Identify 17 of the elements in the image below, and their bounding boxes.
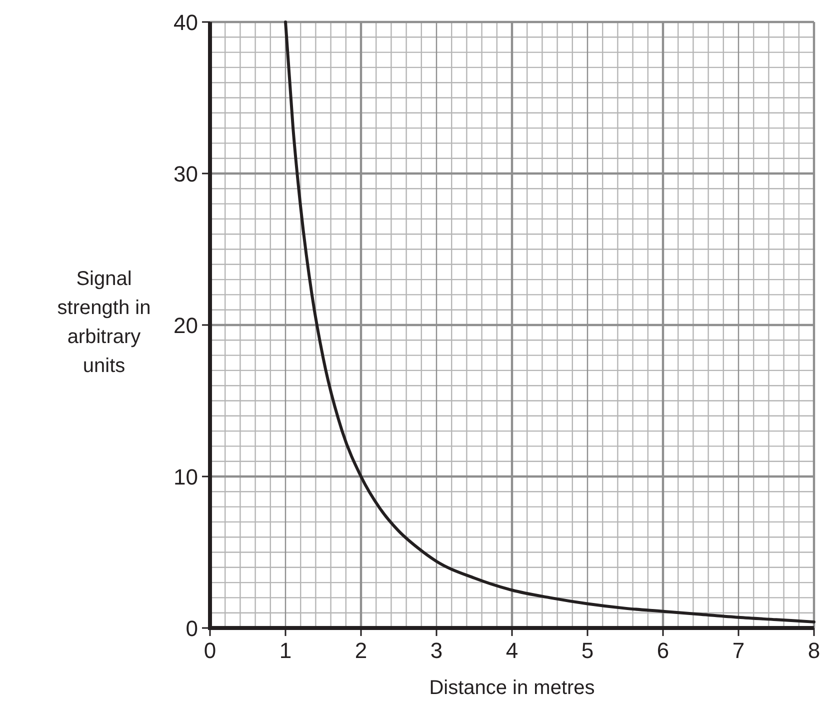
y-tick-label: 10 xyxy=(174,464,198,490)
y-tick-label: 0 xyxy=(186,616,198,641)
x-tick-label: 5 xyxy=(581,638,594,663)
y-tick-label: 40 xyxy=(174,10,198,35)
x-axis-title: Distance in metres xyxy=(429,677,595,699)
x-tick-label: 1 xyxy=(279,638,292,663)
x-tick-label: 4 xyxy=(506,638,518,663)
x-tick-label: 0 xyxy=(204,638,216,663)
y-axis-title: Signal strength in arbitrary units xyxy=(57,268,151,377)
x-tick-label: 6 xyxy=(656,638,670,663)
y-tick-label: 30 xyxy=(174,162,198,186)
x-tick-label: 2 xyxy=(354,638,368,663)
line-series xyxy=(284,20,816,624)
y-tick-label: 20 xyxy=(174,313,198,338)
x-tick-label: 7 xyxy=(732,638,745,663)
x-tick-label: 8 xyxy=(808,638,820,663)
x-tick-label: 3 xyxy=(430,638,443,663)
